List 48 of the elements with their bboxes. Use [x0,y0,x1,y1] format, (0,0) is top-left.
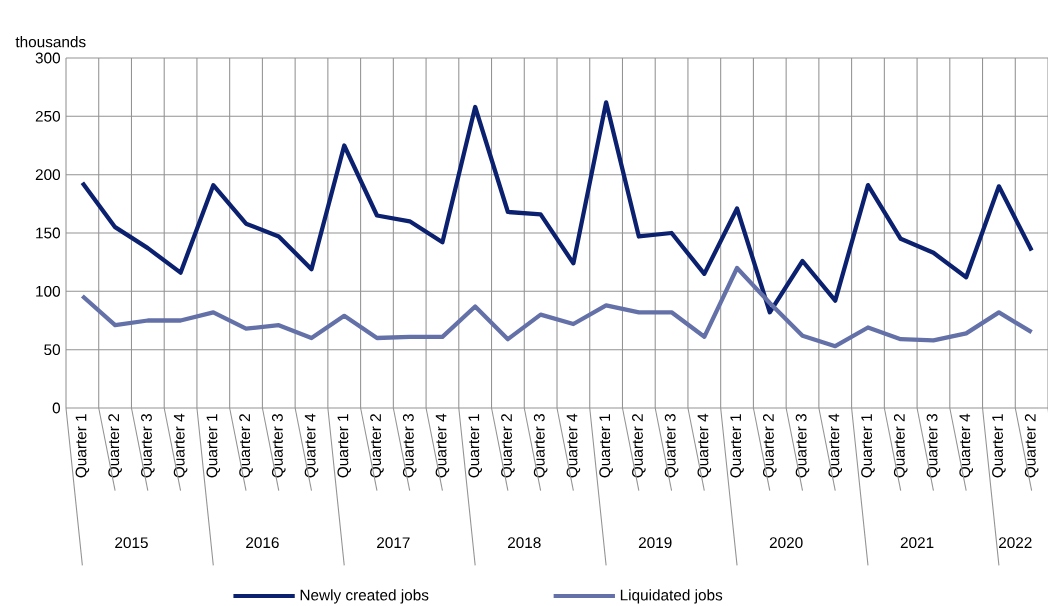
y-tick-label: 150 [36,227,61,239]
legend-label: Newly created jobs [300,589,429,604]
x-tick-label: Quarter 3 [141,414,155,478]
x-tick-label: Quarter 4 [959,413,973,478]
x-tick-label: Quarter 3 [926,414,941,478]
text: 2019 [638,537,672,549]
x-tick-label: Quarter 4 [435,413,450,478]
x-tick-label: Quarter 1 [730,414,744,478]
y-tick-label: 0 [52,402,61,414]
x-tick-label: Quarter 3 [795,414,810,478]
text: 2021 [900,537,934,549]
y-tick-label: 250 [35,110,61,122]
y-tick-label: 200 [35,169,61,181]
x-tick-label: Quarter 4 [566,413,581,478]
x-tick-label: Quarter 1 [468,414,482,478]
text: 2017 [377,537,410,549]
x-tick-label: Quarter 3 [271,414,286,478]
text: 2022 [999,537,1032,549]
x-tick-label: Quarter 4 [828,413,843,478]
x-tick-label: Quarter 1 [337,414,352,478]
x-tick-label: Quarter 2 [501,414,515,478]
y-tick-label: 300 [35,52,61,64]
x-tick-label: Quarter 2 [893,414,908,478]
y-axis-title: thousands [15,36,86,48]
x-tick-label: Quarter 1 [992,414,1006,478]
x-tick-label: Quarter 2 [632,414,646,478]
y-tick-label: 50 [44,344,61,356]
text: 2020 [769,537,803,549]
text: 2015 [115,537,148,549]
text: 2016 [246,537,279,549]
text: 2018 [507,537,541,549]
x-tick-label: Quarter 2 [239,414,253,478]
x-tick-label: Quarter 1 [206,414,221,478]
x-tick-label: Quarter 1 [599,414,613,478]
x-tick-label: Quarter 2 [1024,414,1039,478]
x-tick-label: Quarter 3 [533,414,548,478]
x-tick-label: Quarter 4 [304,413,319,478]
y-tick-label: 100 [36,285,61,297]
x-tick-label: Quarter 4 [697,413,712,478]
x-tick-label: Quarter 2 [370,414,384,478]
x-tick-label: Quarter 4 [173,413,188,478]
legend-label: Liquidated jobs [620,589,723,604]
x-tick-label: Quarter 3 [402,414,417,478]
x-tick-label: Quarter 2 [762,414,777,478]
x-tick-label: Quarter 1 [861,414,875,478]
x-tick-label: Quarter 1 [75,414,90,478]
x-tick-label: Quarter 3 [664,414,679,478]
x-tick-label: Quarter 2 [108,414,122,478]
